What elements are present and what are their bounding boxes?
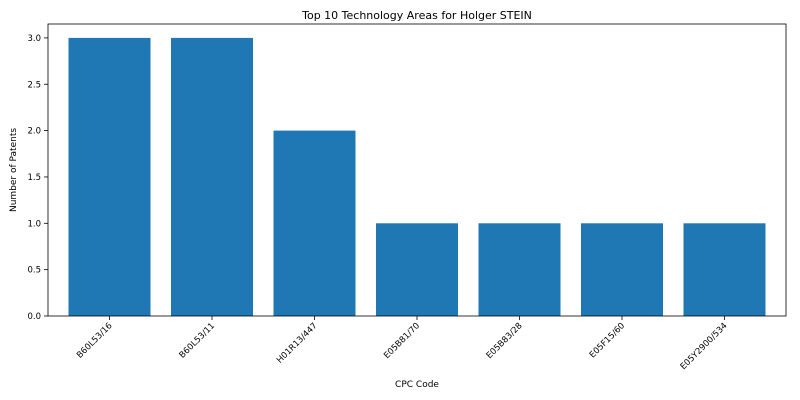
x-tick-label: E05F15/60	[588, 321, 627, 360]
bar-B60L53/11	[171, 38, 253, 316]
x-tick-label: E05B81/70	[382, 321, 422, 361]
y-tick-label: 3.0	[27, 34, 41, 44]
chart-title: Top 10 Technology Areas for Holger STEIN	[301, 9, 532, 22]
y-tick-label: 2.5	[27, 80, 41, 90]
y-tick-label: 1.5	[27, 173, 41, 183]
x-tick-label: E05B83/28	[485, 321, 525, 361]
plot-area: 0.0 0.5 1.0 1.5 2.0 2.5 3.0 B60L53/16 B60L53/11 H…	[27, 24, 786, 372]
y-axis-label: Number of Patents	[9, 128, 19, 212]
y-tick-label: 2.0	[27, 127, 41, 137]
y-tick-label: 0.0	[27, 312, 41, 322]
bar-E05Y2900/534	[684, 223, 766, 316]
x-tick-label: H01R13/447	[275, 321, 320, 366]
bar-E05B83/28	[479, 223, 561, 316]
x-tick-label: B60L53/11	[178, 321, 218, 361]
bar-B60L53/16	[69, 38, 151, 316]
x-tick-label: B60L53/16	[75, 321, 115, 361]
y-tick-label: 1.0	[27, 219, 41, 229]
bar-E05B81/70	[376, 223, 458, 316]
y-tick-label: 0.5	[27, 266, 41, 276]
bar-E05F15/60	[581, 223, 663, 316]
bar-H01R13/447	[274, 131, 356, 316]
x-tick-label: E05Y2900/534	[679, 321, 730, 372]
x-axis-label: CPC Code	[395, 380, 439, 390]
